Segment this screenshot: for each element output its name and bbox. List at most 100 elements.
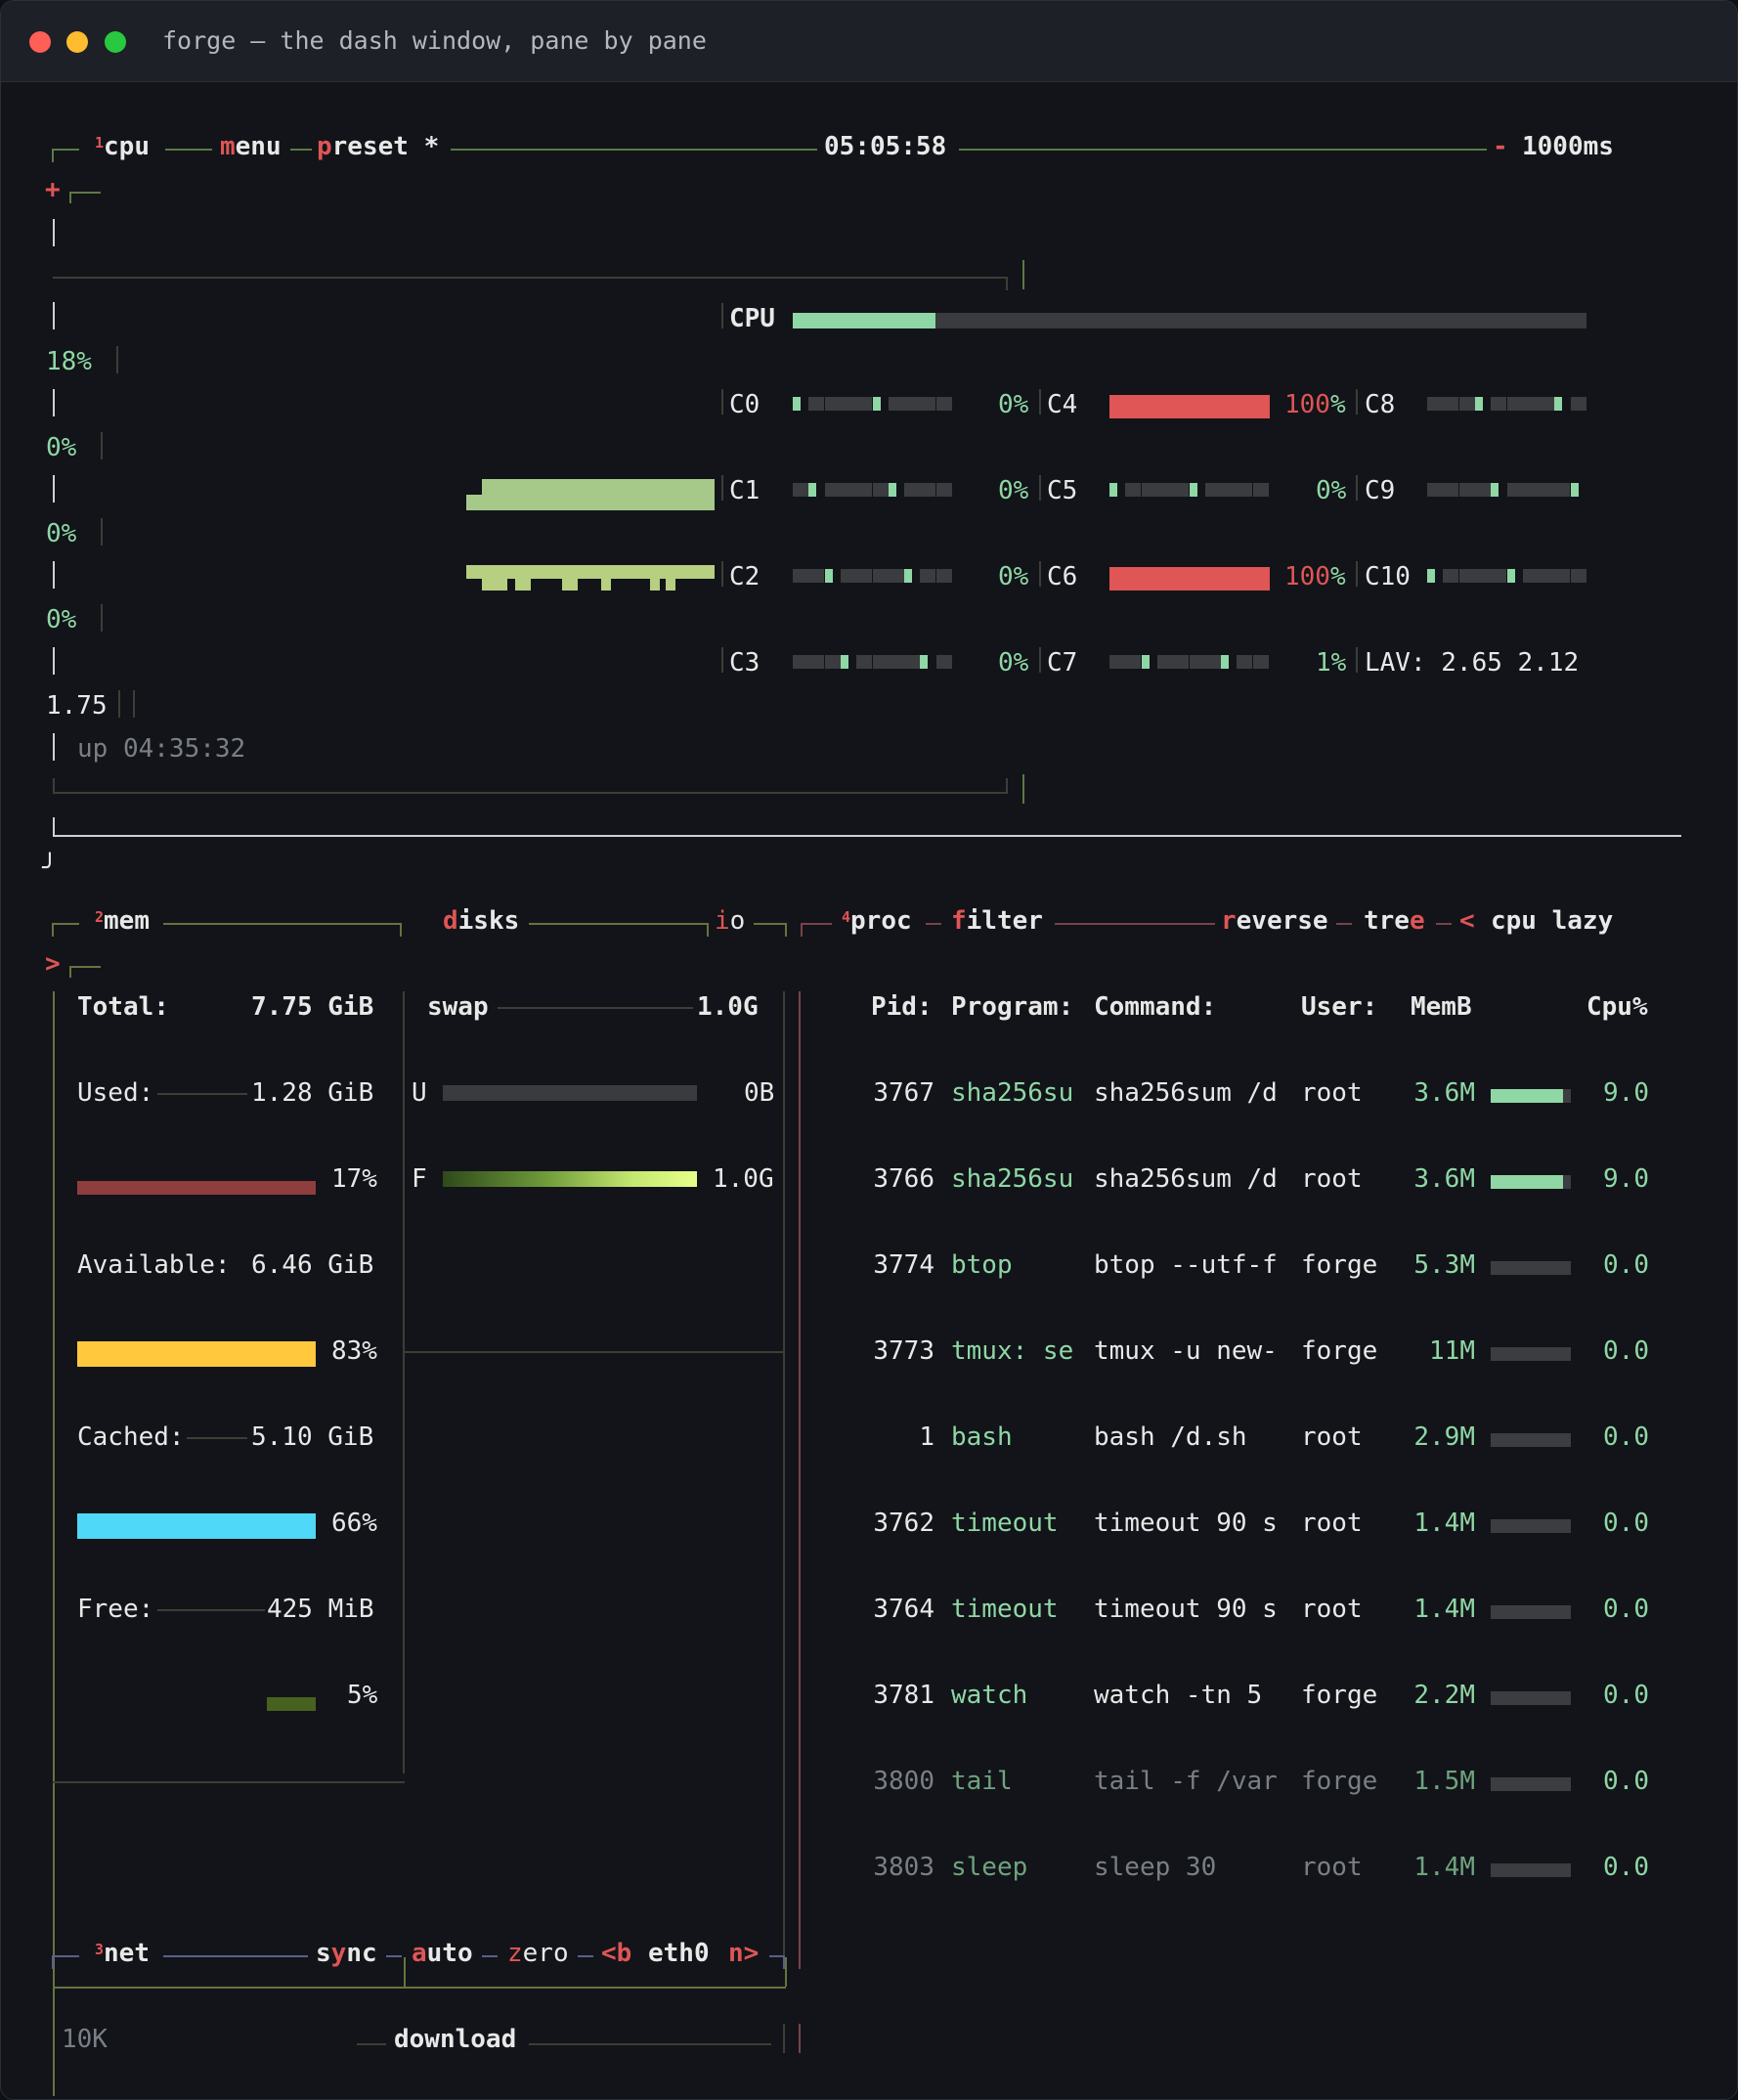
proc-box-title[interactable]: 4proc <box>842 906 912 936</box>
header-command[interactable]: Command: <box>1094 992 1217 1022</box>
core-c1-percent: 0% <box>998 476 1029 505</box>
cell-command: sha256sum /d <box>1094 1164 1278 1194</box>
cell-command: timeout 90 s <box>1094 1509 1278 1538</box>
core-c4-percent: 100% <box>1284 390 1346 419</box>
total-label: Total: <box>77 992 169 1022</box>
cpu-total-label: CPU <box>729 304 775 333</box>
cell-program: btop <box>951 1250 1013 1280</box>
used-value: 1.28 GiB <box>251 1078 374 1108</box>
graph-percent-2: 0% <box>46 433 77 462</box>
cell-user: forge <box>1301 1681 1378 1710</box>
cell-user: root <box>1301 1422 1363 1452</box>
cell-mem: 11M <box>1429 1336 1475 1366</box>
maximize-button[interactable] <box>105 31 126 53</box>
load-value: 1.75 <box>46 691 108 721</box>
core-c3-label: C3 <box>729 648 760 678</box>
cpu-total-meter <box>793 313 1586 328</box>
mem-box-title[interactable]: 2mem <box>95 906 150 936</box>
cell-pid: 3767 <box>873 1078 934 1108</box>
cell-cpu: 0.0 <box>1603 1422 1649 1452</box>
auto-button[interactable]: auto <box>412 1939 473 1968</box>
zero-button[interactable]: zero <box>507 1939 569 1968</box>
sort-mode[interactable]: cpu lazy <box>1491 906 1614 936</box>
cell-mem: 1.4M <box>1413 1509 1475 1538</box>
disks-button[interactable]: disks <box>443 906 520 936</box>
prev-interface[interactable]: <b <box>601 1939 632 1968</box>
cell-pid: 3781 <box>873 1681 934 1710</box>
io-button[interactable]: io <box>715 906 746 936</box>
net-box-title[interactable]: 3net <box>95 1939 150 1968</box>
swap-used-value: 0B <box>744 1078 775 1108</box>
cell-command: bash /d.sh <box>1094 1422 1247 1452</box>
cell-program: tmux: se <box>951 1336 1074 1366</box>
core-c8-label: C8 <box>1365 390 1396 419</box>
swap-used-label: U <box>412 1078 427 1108</box>
cpu-meter-fill <box>1491 1089 1563 1103</box>
update-interval[interactable]: 1000ms <box>1522 132 1614 161</box>
cell-mem: 1.4M <box>1413 1595 1475 1624</box>
cached-percent: 66% <box>331 1509 377 1538</box>
cpu-meter <box>1491 1433 1571 1447</box>
cell-command: sleep 30 <box>1094 1853 1217 1882</box>
cell-mem: 3.6M <box>1413 1078 1475 1108</box>
available-percent: 83% <box>331 1336 377 1366</box>
window-title: forge — the dash window, pane by pane <box>162 26 707 55</box>
sync-button[interactable]: sync <box>316 1939 377 1968</box>
core-c4-meter <box>1109 395 1270 418</box>
menu-button[interactable]: menu <box>220 132 282 161</box>
cpu-meter-fill <box>1491 1175 1563 1189</box>
cell-pid: 3774 <box>873 1250 934 1280</box>
reverse-button[interactable]: reverse <box>1221 906 1328 936</box>
core-c2-percent: 0% <box>998 562 1029 591</box>
cell-command: tail -f /var <box>1094 1767 1278 1796</box>
swap-label: swap <box>427 992 489 1022</box>
header-user[interactable]: User: <box>1301 992 1378 1022</box>
cell-command: watch -tn 5 <box>1094 1681 1263 1710</box>
cell-cpu: 0.0 <box>1603 1509 1649 1538</box>
graph-percent-1: 18% <box>46 347 92 376</box>
preset-button[interactable]: preset * <box>317 132 440 161</box>
cell-program: tail <box>951 1767 1013 1796</box>
cpu-meter <box>1491 1777 1571 1791</box>
tree-button[interactable]: tree <box>1364 906 1425 936</box>
header-cpu[interactable]: Cpu% <box>1586 992 1648 1022</box>
cpu-meter <box>1491 1863 1571 1877</box>
core-c6-label: C6 <box>1047 562 1078 591</box>
graph-percent-3: 0% <box>46 519 77 548</box>
net-scale: 10K <box>62 2025 108 2054</box>
core-c3-percent: 0% <box>998 648 1029 678</box>
cpu-box-title[interactable]: 1cpu <box>95 132 150 161</box>
cpu-meter <box>1491 1605 1571 1619</box>
interval-increase[interactable]: + <box>45 175 61 204</box>
cell-pid: 3773 <box>873 1336 934 1366</box>
cpu-box-corner: ╯ <box>42 853 58 883</box>
header-memb[interactable]: MemB <box>1411 992 1472 1022</box>
core-c6-meter <box>1109 567 1270 591</box>
cell-mem: 2.9M <box>1413 1422 1475 1452</box>
cell-user: forge <box>1301 1336 1378 1366</box>
close-button[interactable] <box>29 31 51 53</box>
filter-button[interactable]: filter <box>951 906 1043 936</box>
cell-command: sha256sum /d <box>1094 1078 1278 1108</box>
cell-program: watch <box>951 1681 1028 1710</box>
cell-cpu: 9.0 <box>1603 1078 1649 1108</box>
cell-command: btop --utf-f <box>1094 1250 1278 1280</box>
header-pid[interactable]: Pid: <box>871 992 933 1022</box>
cell-program: sleep <box>951 1853 1028 1882</box>
mem-arrow[interactable]: > <box>45 949 61 979</box>
cell-mem: 3.6M <box>1413 1164 1475 1194</box>
cell-program: sha256su <box>951 1164 1074 1194</box>
used-percent: 17% <box>331 1164 377 1194</box>
sort-prev[interactable]: < <box>1459 906 1475 936</box>
uptime: up 04:35:32 <box>77 734 246 764</box>
next-interface[interactable]: n> <box>728 1939 760 1968</box>
available-meter <box>77 1341 316 1367</box>
interval-decrease[interactable]: - <box>1493 132 1508 161</box>
core-c0-label: C0 <box>729 390 760 419</box>
cell-command: timeout 90 s <box>1094 1595 1278 1624</box>
header-program[interactable]: Program: <box>951 992 1074 1022</box>
cell-mem: 2.2M <box>1413 1681 1475 1710</box>
minimize-button[interactable] <box>66 31 88 53</box>
cell-program: timeout <box>951 1509 1059 1538</box>
cell-cpu: 0.0 <box>1603 1595 1649 1624</box>
